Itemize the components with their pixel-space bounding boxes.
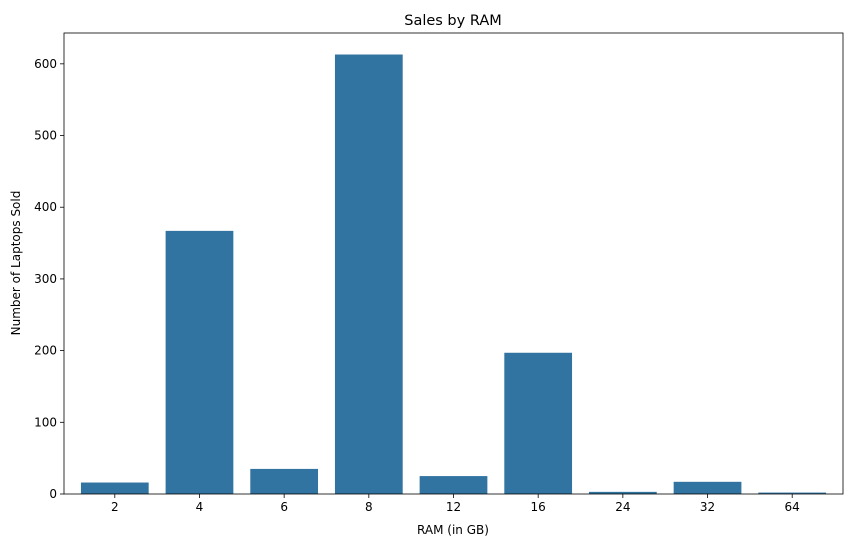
bar-12 (419, 476, 488, 494)
y-tick-label: 100 (34, 415, 57, 429)
y-axis-ticks: 0 100 200 300 400 500 600 (34, 57, 64, 501)
x-tick-label: 16 (531, 500, 546, 514)
bar-8 (334, 54, 403, 495)
x-tick-label: 4 (196, 500, 204, 514)
y-axis-label: Number of Laptops Sold (9, 191, 23, 336)
bar-32 (673, 481, 742, 494)
bar-4 (165, 230, 234, 494)
y-tick-label: 400 (34, 200, 57, 214)
x-tick-label: 12 (446, 500, 461, 514)
x-axis-ticks: 2 4 6 8 12 16 24 32 64 (111, 494, 800, 514)
x-axis-label: RAM (in GB) (417, 523, 489, 537)
y-tick-label: 0 (49, 487, 57, 501)
y-tick-label: 600 (34, 57, 57, 71)
bar-6 (250, 468, 319, 494)
y-tick-label: 300 (34, 272, 57, 286)
bar-64 (758, 492, 827, 494)
x-tick-label: 2 (111, 500, 119, 514)
y-tick-label: 500 (34, 129, 57, 143)
bar-16 (504, 352, 573, 494)
x-tick-label: 32 (700, 500, 715, 514)
x-tick-label: 6 (280, 500, 288, 514)
bar-24 (588, 491, 657, 494)
x-tick-label: 8 (365, 500, 373, 514)
bar-2 (80, 482, 149, 494)
bars-group (80, 54, 827, 495)
y-tick-label: 200 (34, 344, 57, 358)
chart-title: Sales by RAM (404, 13, 502, 29)
x-tick-label: 64 (785, 500, 800, 514)
x-tick-label: 24 (615, 500, 630, 514)
plot-frame (63, 32, 844, 495)
